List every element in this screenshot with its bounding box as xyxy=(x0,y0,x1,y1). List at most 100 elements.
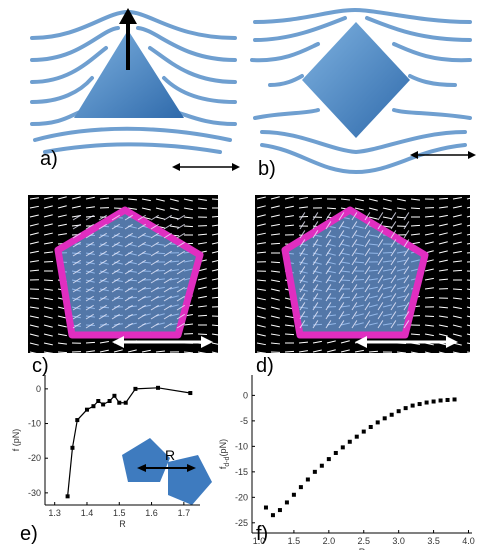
dash xyxy=(163,277,172,284)
dash xyxy=(111,232,120,239)
dash xyxy=(85,250,94,257)
dash xyxy=(270,261,281,264)
dash xyxy=(111,304,120,311)
dash xyxy=(284,333,295,336)
data-point xyxy=(375,420,380,425)
dash xyxy=(176,223,185,230)
flow-line xyxy=(260,143,467,175)
data-point xyxy=(431,399,436,404)
dash xyxy=(85,214,94,221)
panel-a-diagram xyxy=(30,8,240,171)
dash xyxy=(98,214,107,221)
dash xyxy=(43,214,53,218)
dash xyxy=(176,313,185,320)
dash xyxy=(312,239,319,248)
dash xyxy=(124,295,133,302)
dash xyxy=(137,259,146,266)
dash xyxy=(29,342,39,346)
dash xyxy=(299,248,306,257)
dash xyxy=(284,224,295,227)
data-point xyxy=(326,457,331,462)
dash xyxy=(270,233,280,236)
flow-line xyxy=(43,142,222,154)
dash xyxy=(338,266,345,275)
dash xyxy=(85,223,94,230)
data-point xyxy=(340,445,345,450)
dash xyxy=(354,207,364,211)
dash xyxy=(183,351,194,353)
dash xyxy=(256,214,266,218)
dash xyxy=(111,322,120,329)
dash xyxy=(111,250,120,257)
dash xyxy=(72,232,81,239)
data-point xyxy=(270,513,275,518)
dash xyxy=(299,239,306,248)
dash xyxy=(377,275,384,284)
dash xyxy=(377,293,384,302)
flow-line xyxy=(30,26,237,62)
dash xyxy=(57,233,67,236)
dash xyxy=(390,257,397,266)
dash xyxy=(403,230,410,239)
dash xyxy=(270,242,281,245)
data-point xyxy=(319,463,324,468)
dash xyxy=(43,260,54,263)
dash xyxy=(351,275,358,284)
dash xyxy=(403,257,410,266)
data-point xyxy=(291,492,296,497)
dash xyxy=(364,320,371,329)
dash xyxy=(377,320,384,329)
dash xyxy=(150,295,159,302)
arrow-head xyxy=(446,336,458,348)
dash xyxy=(390,275,397,284)
dash xyxy=(29,333,39,337)
dash xyxy=(29,214,39,218)
dash xyxy=(424,315,435,318)
dash xyxy=(98,313,107,320)
dash xyxy=(197,295,207,299)
dash xyxy=(325,320,332,329)
dash xyxy=(377,230,384,239)
dash xyxy=(211,259,218,263)
inner-dashes xyxy=(72,214,185,329)
dash xyxy=(312,257,319,266)
dash xyxy=(325,302,332,311)
dash xyxy=(256,333,266,337)
dash xyxy=(364,230,371,239)
dash xyxy=(351,284,358,293)
dash xyxy=(85,196,95,200)
dash xyxy=(270,306,280,310)
dash xyxy=(438,214,448,218)
dash xyxy=(270,223,280,227)
dash xyxy=(211,278,218,281)
dash xyxy=(99,349,109,353)
dash xyxy=(466,288,470,290)
dash xyxy=(169,207,179,211)
dash xyxy=(338,284,345,293)
dash xyxy=(197,198,207,201)
dash xyxy=(298,350,308,353)
dash xyxy=(351,239,358,248)
dash xyxy=(452,260,462,263)
dash xyxy=(390,293,397,302)
data-point xyxy=(347,439,352,444)
dash xyxy=(163,304,172,311)
panel-label: a) xyxy=(40,148,58,170)
dash xyxy=(312,340,322,344)
x-tick-label: 1.0 xyxy=(253,536,266,546)
dash xyxy=(85,232,94,239)
dash xyxy=(98,241,107,248)
data-point xyxy=(84,407,89,412)
dash xyxy=(466,252,470,254)
dash xyxy=(338,275,345,284)
dash xyxy=(72,250,81,257)
dash xyxy=(452,197,462,200)
flow-line xyxy=(253,16,472,42)
dash xyxy=(390,248,397,257)
dash xyxy=(85,215,96,218)
dash xyxy=(452,288,463,291)
dash xyxy=(438,351,446,353)
dash xyxy=(298,215,309,218)
dash xyxy=(124,304,133,311)
dash xyxy=(326,207,337,210)
